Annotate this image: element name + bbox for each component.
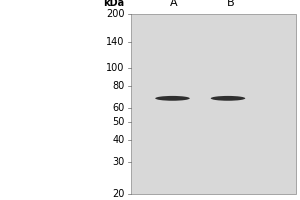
Text: 30: 30 <box>112 157 124 167</box>
Text: 40: 40 <box>112 135 124 145</box>
Text: 60: 60 <box>112 103 124 113</box>
Text: kDa: kDa <box>103 0 124 8</box>
Text: 80: 80 <box>112 81 124 91</box>
Ellipse shape <box>155 96 190 101</box>
Text: 20: 20 <box>112 189 124 199</box>
Text: 50: 50 <box>112 117 124 127</box>
Ellipse shape <box>211 96 245 101</box>
Text: 100: 100 <box>106 63 124 73</box>
Bar <box>130 14 296 194</box>
Text: 140: 140 <box>106 37 124 47</box>
Text: B: B <box>227 0 235 8</box>
Text: A: A <box>170 0 178 8</box>
Text: 200: 200 <box>106 9 124 19</box>
